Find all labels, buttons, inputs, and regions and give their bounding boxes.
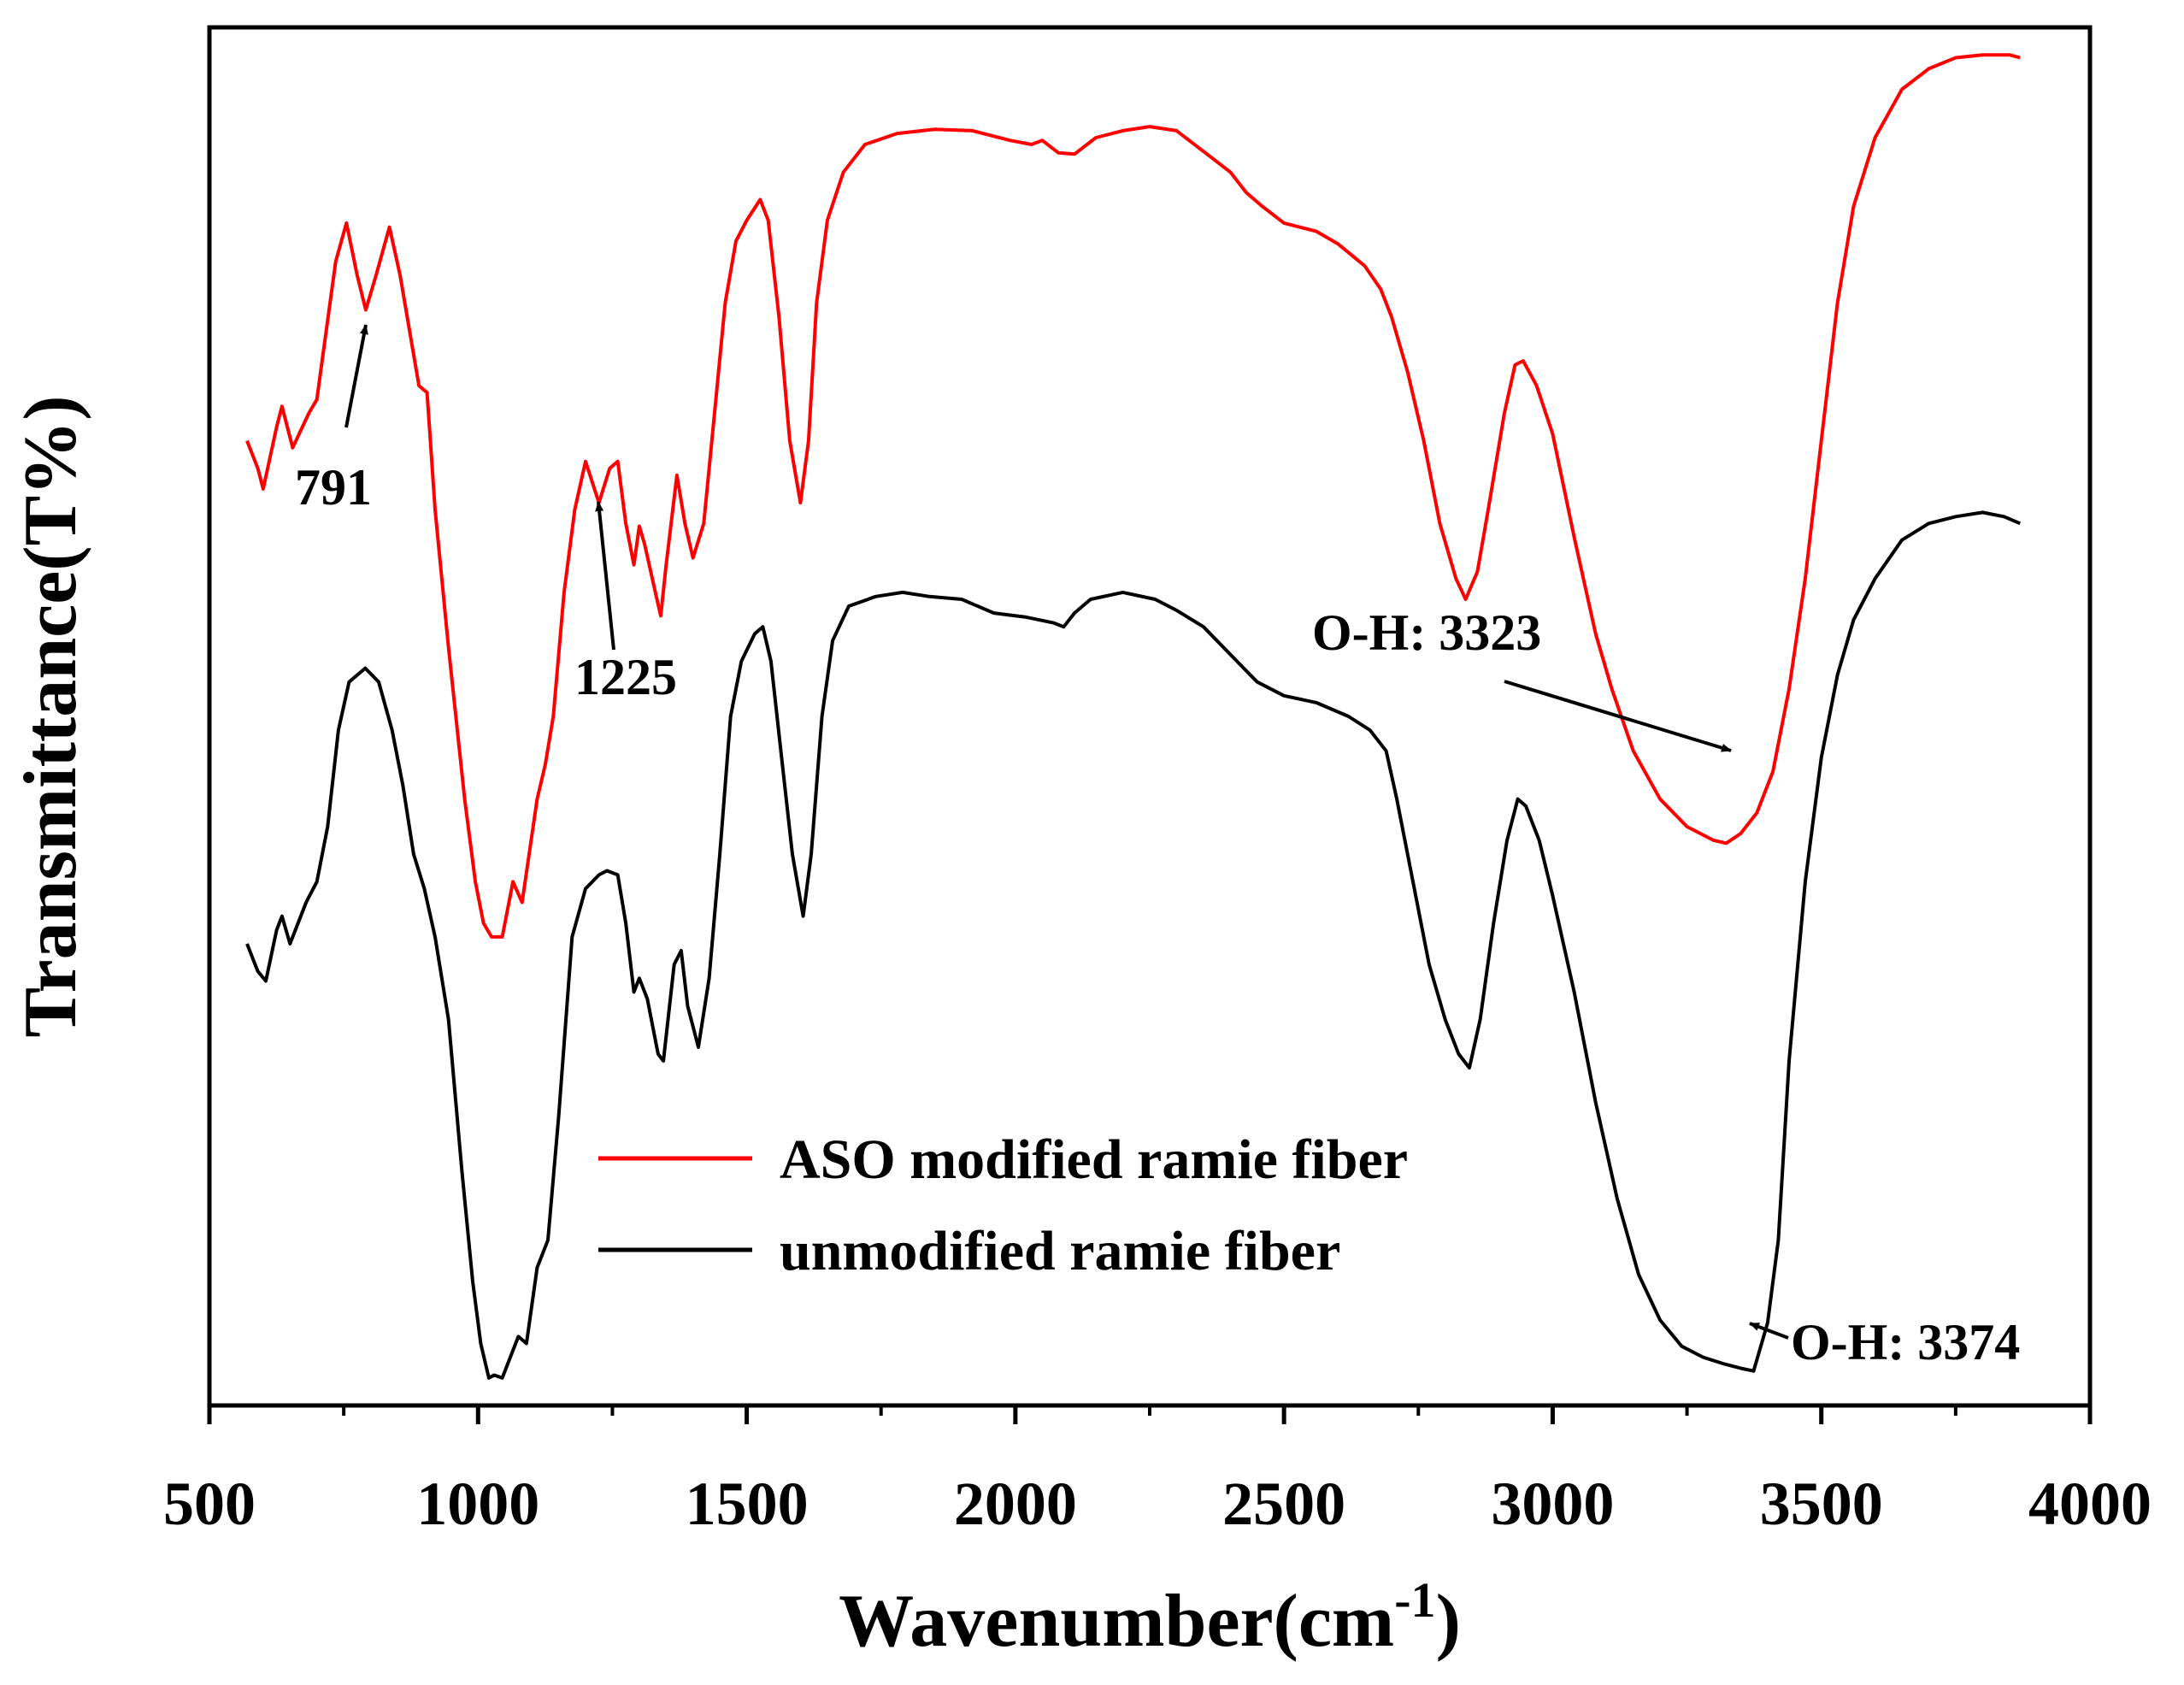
x-tick-label-4000: 4000 [2028, 1470, 2152, 1538]
series-line-aso-modified [245, 53, 2021, 939]
x-tick-label-500: 500 [163, 1470, 256, 1538]
series-line-unmodified [245, 510, 2022, 1380]
x-tick-label-1000: 1000 [416, 1470, 539, 1538]
series-layer [245, 53, 2022, 1380]
annotation-791-arrow [344, 324, 368, 428]
x-tick-label-2000: 2000 [954, 1470, 1077, 1538]
legend: ASO modified ramie fiber unmodified rami… [598, 1128, 1408, 1282]
x-axis-title-close: ) [1436, 1580, 1461, 1663]
y-axis-title: Transmittance(T%) [9, 395, 92, 1037]
plot-frame [207, 25, 2093, 1408]
legend-label-aso: ASO modified ramie fiber [780, 1128, 1408, 1191]
x-tick-label-1500: 1500 [686, 1470, 809, 1538]
x-tick-label-2500: 2500 [1222, 1470, 1345, 1538]
x-tick-label-3500: 3500 [1760, 1470, 1883, 1538]
annotation-oh-3323-arrow [1504, 680, 1732, 752]
x-axis-ticks: 500 1000 1500 2000 2500 3000 3500 4000 [163, 1405, 2152, 1538]
annotation-oh-3323: O-H: 3323 [1312, 604, 1541, 661]
x-axis-title-superscript: -1 [1394, 1572, 1435, 1628]
annotation-oh-3374-arrow [1749, 1322, 1789, 1340]
annotation-oh-3374: O-H: 3374 [1791, 1314, 2020, 1370]
annotation-1225-arrow [595, 501, 615, 651]
annotation-1225: 1225 [574, 649, 677, 705]
x-axis-title: Wavenumber(cm-1) [839, 1572, 1461, 1663]
annotation-791: 791 [295, 459, 372, 516]
legend-label-unmodified: unmodified ramie fiber [780, 1220, 1340, 1282]
x-tick-label-3000: 3000 [1491, 1470, 1614, 1538]
